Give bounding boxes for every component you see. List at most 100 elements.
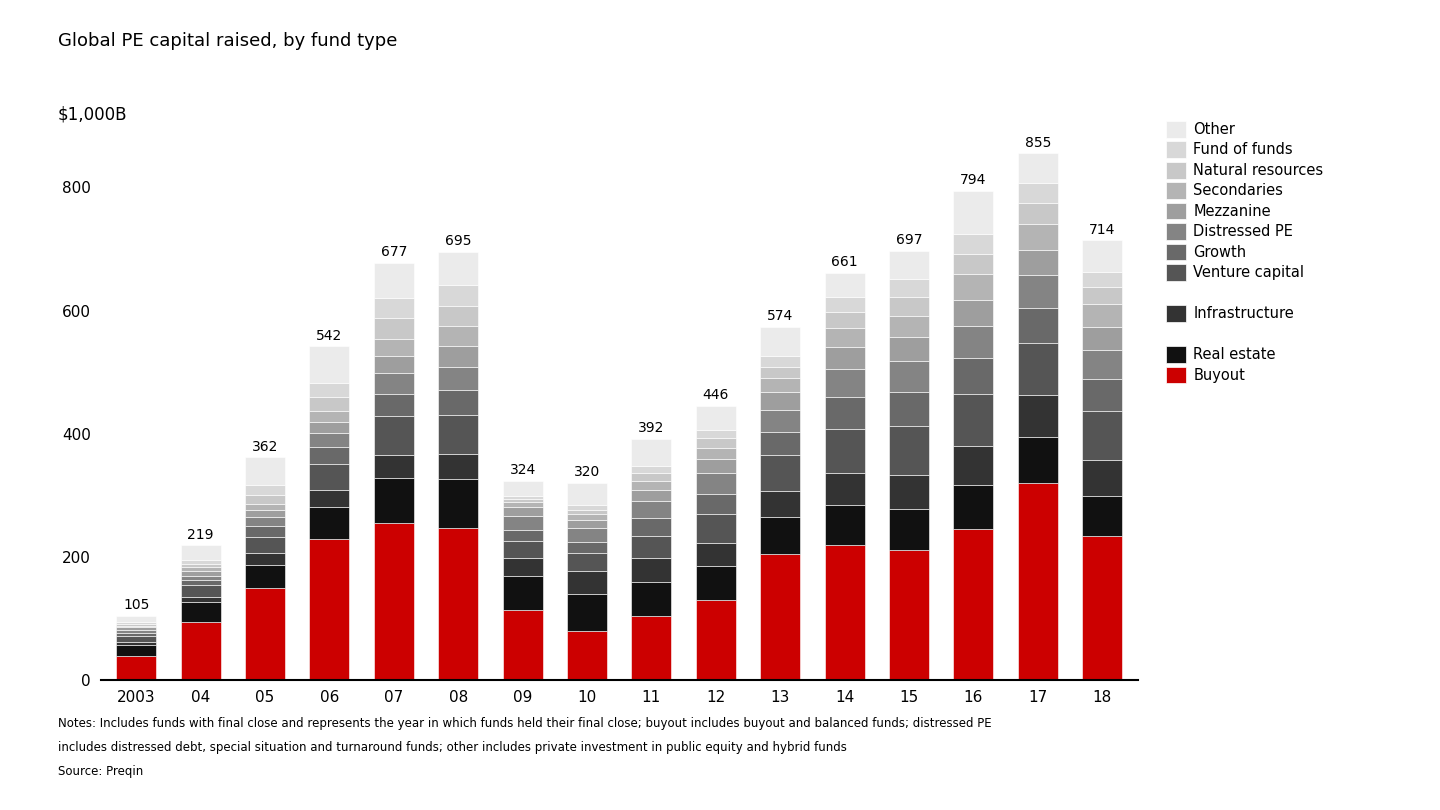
Bar <box>631 439 671 466</box>
Bar <box>503 480 543 496</box>
Text: Source: Preqin: Source: Preqin <box>58 765 143 778</box>
Bar <box>953 234 994 254</box>
Bar <box>825 505 864 545</box>
Bar <box>180 622 220 680</box>
Bar <box>245 537 285 553</box>
Bar <box>760 378 801 392</box>
Bar <box>567 528 608 543</box>
Text: $1,000B: $1,000B <box>58 105 127 123</box>
Bar <box>760 356 801 367</box>
Bar <box>503 609 543 680</box>
Bar <box>310 422 350 433</box>
Text: 324: 324 <box>510 463 536 477</box>
Bar <box>503 499 543 501</box>
Bar <box>760 517 801 553</box>
Bar <box>567 514 608 519</box>
Bar <box>438 252 478 285</box>
Bar <box>310 411 350 422</box>
Bar <box>117 645 156 656</box>
Bar <box>888 361 929 392</box>
Bar <box>438 367 478 390</box>
Bar <box>567 631 608 680</box>
Bar <box>631 501 671 518</box>
Bar <box>696 459 736 473</box>
Bar <box>760 491 801 517</box>
Bar <box>180 571 220 576</box>
Bar <box>503 530 543 541</box>
Bar <box>310 397 350 411</box>
Bar <box>696 514 736 543</box>
Text: Notes: Includes funds with final close and represents the year in which funds he: Notes: Includes funds with final close a… <box>58 717 991 730</box>
Bar <box>438 527 478 680</box>
Bar <box>631 616 671 680</box>
Bar <box>888 392 929 426</box>
Bar <box>1018 395 1058 437</box>
Bar <box>888 475 929 509</box>
Bar <box>696 543 736 566</box>
Text: 362: 362 <box>252 440 278 454</box>
Bar <box>374 522 413 680</box>
Bar <box>117 630 156 633</box>
Bar <box>760 367 801 378</box>
Bar <box>953 359 994 394</box>
Text: 661: 661 <box>831 255 858 269</box>
Bar <box>245 458 285 485</box>
Bar <box>760 392 801 410</box>
Bar <box>1083 496 1122 535</box>
Bar <box>760 326 801 356</box>
Bar <box>953 275 994 301</box>
Bar <box>245 517 285 526</box>
Bar <box>953 191 994 234</box>
Bar <box>631 558 671 582</box>
Bar <box>888 426 929 475</box>
Text: 855: 855 <box>1025 136 1051 150</box>
Bar <box>825 273 864 296</box>
Bar <box>374 298 413 318</box>
Bar <box>374 356 413 373</box>
Bar <box>503 501 543 507</box>
Bar <box>631 481 671 490</box>
Bar <box>567 484 608 505</box>
Bar <box>1018 484 1058 680</box>
Bar <box>503 558 543 576</box>
Bar <box>696 473 736 493</box>
Bar <box>567 505 608 509</box>
Bar <box>503 507 543 516</box>
Bar <box>180 576 220 580</box>
Bar <box>1018 183 1058 203</box>
Bar <box>760 410 801 433</box>
Bar <box>567 571 608 594</box>
Bar <box>310 490 350 506</box>
Bar <box>245 504 285 510</box>
Bar <box>1083 379 1122 411</box>
Text: Global PE capital raised, by fund type: Global PE capital raised, by fund type <box>58 32 397 50</box>
Bar <box>117 636 156 642</box>
Bar <box>310 433 350 447</box>
Bar <box>567 553 608 571</box>
Bar <box>310 382 350 397</box>
Bar <box>631 473 671 481</box>
Text: 794: 794 <box>960 173 986 187</box>
Bar <box>1083 305 1122 327</box>
Bar <box>117 625 156 628</box>
Bar <box>696 438 736 448</box>
Bar <box>825 473 864 505</box>
Bar <box>438 347 478 367</box>
Bar <box>953 446 994 484</box>
Text: 697: 697 <box>896 233 922 247</box>
Bar <box>180 586 220 597</box>
Bar <box>117 616 156 622</box>
Bar <box>953 484 994 529</box>
Bar <box>180 545 220 560</box>
Bar <box>180 580 220 586</box>
Bar <box>1083 350 1122 379</box>
Bar <box>180 602 220 622</box>
Bar <box>374 416 413 454</box>
Bar <box>117 656 156 680</box>
Bar <box>825 328 864 347</box>
Bar <box>438 454 478 480</box>
Bar <box>1018 249 1058 275</box>
Bar <box>631 466 671 473</box>
Bar <box>888 509 929 550</box>
Bar <box>245 588 285 680</box>
